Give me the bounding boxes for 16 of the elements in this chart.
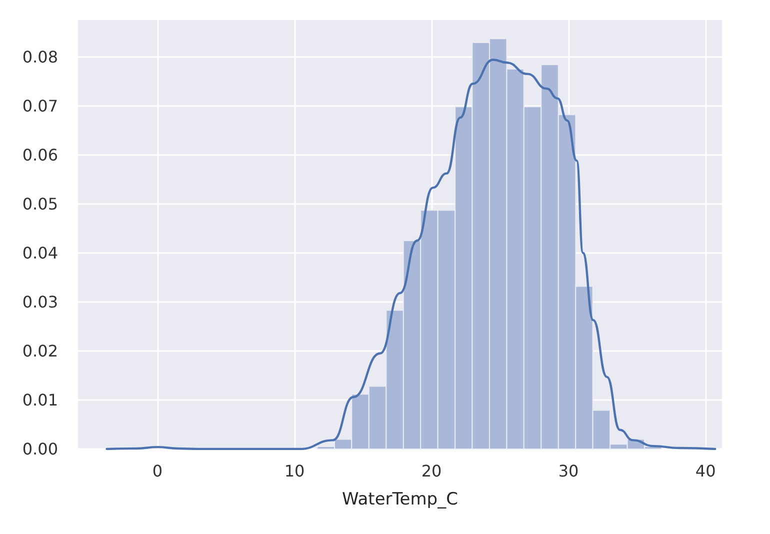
y-tick-label: 0.06 [22,145,58,164]
line-series [106,58,716,450]
x-tick-label: 30 [558,462,579,480]
x-tick-label: 10 [284,462,305,480]
y-tick-label: 0.03 [22,292,58,312]
y-tick-label: 0.04 [22,243,58,262]
x-axis-title: WaterTemp_C [342,490,458,510]
y-tick-label: 0.00 [22,440,58,458]
x-tick-label: 40 [695,462,716,480]
y-tick-label: 0.02 [22,341,58,360]
x-tick-label: 0 [152,462,163,480]
y-tick-label: 0.07 [22,96,58,116]
y-tick-label: 0.01 [22,390,58,410]
y-tick-label: 0.05 [22,194,58,214]
y-tick-label: 0.08 [22,47,58,66]
x-tick-label: 20 [421,462,442,480]
